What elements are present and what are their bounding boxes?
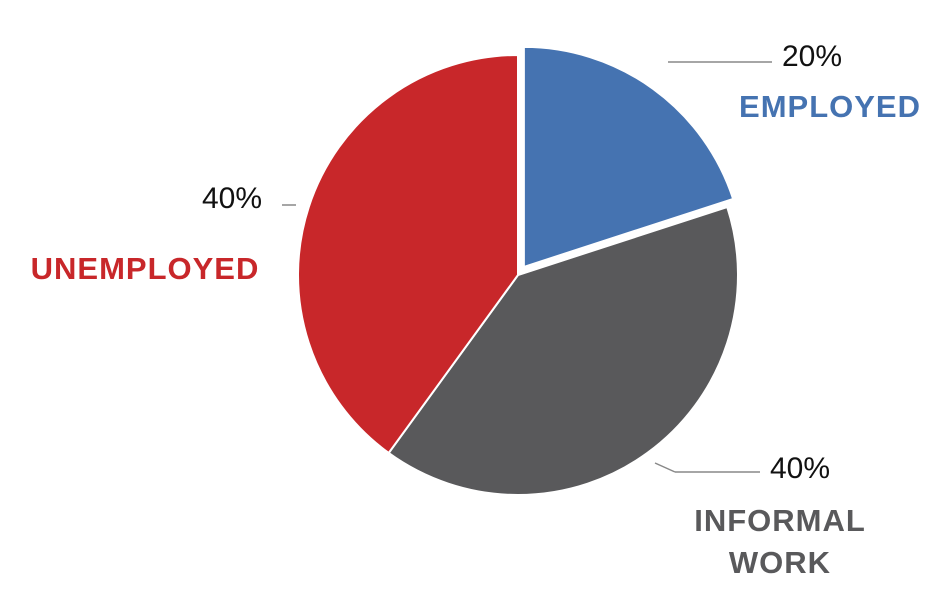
pie-slice <box>522 45 735 269</box>
pie-slice <box>297 53 519 455</box>
category-label: EMPLOYED <box>739 89 921 124</box>
value-label: 20% <box>782 40 842 73</box>
value-label: 40% <box>202 182 262 215</box>
pie-slice <box>387 205 739 496</box>
value-label: 40% <box>770 452 830 485</box>
category-label: UNEMPLOYED <box>30 251 260 286</box>
leader-line <box>654 462 676 473</box>
category-label: INFORMAL WORK <box>694 503 866 580</box>
